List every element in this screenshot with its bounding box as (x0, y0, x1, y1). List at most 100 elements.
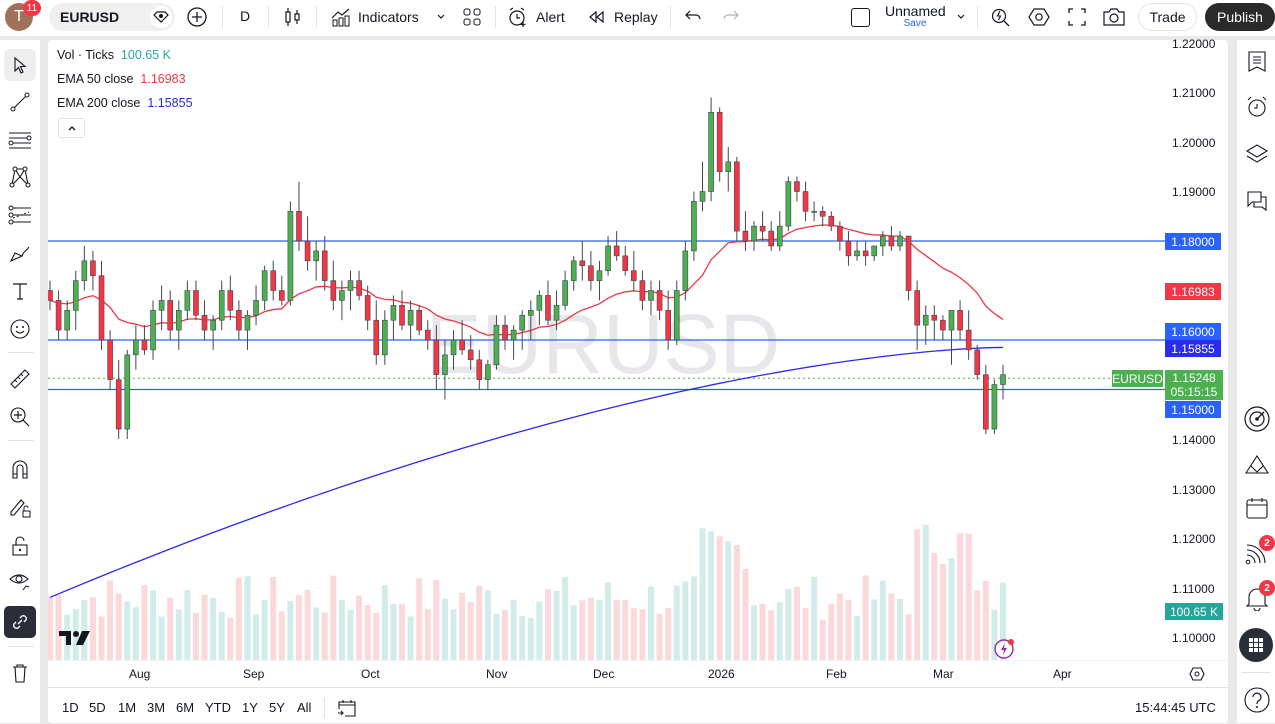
candle-body[interactable] (450, 339, 457, 356)
candle-body[interactable] (588, 265, 594, 281)
candle-body[interactable] (64, 309, 70, 331)
candle-body[interactable] (776, 225, 783, 247)
candle-body[interactable] (184, 290, 191, 311)
interval-button[interactable]: D (240, 8, 251, 24)
candle-body[interactable] (570, 260, 577, 281)
object-tree-layers-icon[interactable] (1241, 138, 1273, 170)
emoji-tool-icon[interactable] (4, 313, 36, 345)
candle-body[interactable] (914, 290, 920, 326)
horizontal-lines-tool-icon[interactable] (4, 124, 36, 156)
candle-body[interactable] (493, 324, 500, 366)
candle-body[interactable] (656, 290, 663, 311)
products-apps-grid-icon[interactable] (1239, 628, 1273, 662)
candle-body[interactable] (811, 211, 817, 213)
ema50-line[interactable] (49, 224, 1004, 336)
candle-body[interactable] (699, 191, 706, 202)
add-symbol-icon[interactable] (186, 6, 208, 33)
candle-body[interactable] (158, 300, 165, 311)
candle-body[interactable] (193, 290, 199, 316)
candle-body[interactable] (673, 290, 680, 341)
candle-body[interactable] (321, 250, 328, 281)
candle-body[interactable] (596, 270, 603, 281)
candle-body[interactable] (940, 319, 946, 331)
candle-body[interactable] (579, 260, 586, 267)
calendar-icon[interactable] (1241, 492, 1273, 524)
candle-body[interactable] (665, 309, 671, 341)
candle-body[interactable] (330, 280, 337, 301)
trend-line-tool-icon[interactable] (4, 86, 36, 118)
hline-label-1-16[interactable]: 1.16000 (1165, 323, 1221, 340)
candle-body[interactable] (236, 309, 242, 331)
news-feed-icon[interactable] (1241, 537, 1273, 569)
chevron-down-icon[interactable] (955, 9, 967, 27)
candle-body[interactable] (98, 275, 105, 341)
candle-body[interactable] (905, 235, 912, 291)
ema50-legend[interactable]: EMA 50 close 1.16983 (57, 72, 186, 86)
range-ytd-button[interactable]: YTD (205, 700, 231, 715)
ruler-measure-icon[interactable] (4, 363, 36, 395)
candle-body[interactable] (390, 305, 397, 321)
lock-drawings-icon[interactable] (4, 530, 36, 562)
candle-body[interactable] (467, 349, 474, 361)
candle-body[interactable] (150, 309, 156, 351)
pattern-tool-icon[interactable] (4, 161, 36, 193)
candle-body[interactable] (631, 270, 637, 281)
candle-body[interactable] (442, 354, 448, 375)
watchlist-icon[interactable] (1241, 46, 1273, 78)
price-chart-canvas[interactable]: EURUSD (48, 40, 1228, 660)
candle-body[interactable] (922, 314, 929, 326)
range-6m-button[interactable]: 6M (176, 700, 195, 715)
text-tool-icon[interactable] (4, 275, 36, 307)
symbol-search[interactable]: EURUSD (49, 3, 175, 31)
alerts-clock-icon[interactable] (1241, 91, 1273, 123)
candle-body[interactable] (897, 235, 903, 247)
candle-body[interactable] (339, 290, 345, 301)
settings-hexagon-icon[interactable] (1028, 6, 1050, 33)
range-all-button[interactable]: All (297, 700, 312, 715)
candle-body[interactable] (613, 245, 620, 257)
candle-body[interactable] (382, 319, 388, 356)
chevron-down-icon[interactable] (435, 9, 447, 27)
layout-name-button[interactable]: Unnamed Save (885, 3, 946, 29)
candle-body[interactable] (433, 339, 440, 375)
candle-body[interactable] (519, 314, 526, 331)
candle-body[interactable] (356, 280, 362, 296)
candle-body[interactable] (837, 225, 843, 242)
candle-body[interactable] (888, 235, 895, 247)
go-to-date-calendar-icon[interactable] (336, 697, 358, 724)
candle-body[interactable] (948, 309, 955, 331)
magnet-icon[interactable] (4, 453, 36, 485)
candle-body[interactable] (167, 300, 173, 331)
candle-body[interactable] (304, 240, 311, 262)
candle-body[interactable] (115, 379, 122, 430)
collapse-legend-button[interactable] (58, 118, 85, 138)
candle-body[interactable] (287, 211, 294, 301)
chat-icon[interactable] (1241, 185, 1273, 217)
candle-body[interactable] (716, 112, 723, 173)
camera-snapshot-icon[interactable] (1102, 6, 1126, 33)
candle-body[interactable] (682, 250, 689, 291)
chart-pane[interactable]: EURUSD Vol · Ticks 100.65 K EMA 50 close… (48, 37, 1228, 724)
trade-button[interactable]: Trade (1138, 3, 1197, 31)
candle-body[interactable] (244, 314, 251, 331)
candle-body[interactable] (261, 270, 268, 301)
hline-label-1-18[interactable]: 1.18000 (1165, 233, 1221, 250)
candle-body[interactable] (553, 305, 560, 321)
ema200-line[interactable] (49, 346, 1004, 598)
stay-in-drawing-mode-icon[interactable] (4, 491, 36, 523)
candle-body[interactable] (141, 339, 148, 351)
fib-retracement-tool-icon[interactable] (4, 199, 36, 231)
candle-body[interactable] (1000, 374, 1006, 385)
candle-body[interactable] (476, 359, 483, 380)
utc-clock[interactable]: 15:44:45 UTC (1135, 700, 1216, 715)
ema200-legend[interactable]: EMA 200 close 1.15855 (57, 96, 193, 110)
candle-body[interactable] (55, 300, 62, 331)
trash-icon[interactable] (4, 657, 36, 689)
candle-body[interactable] (124, 354, 131, 430)
candle-body[interactable] (751, 225, 757, 242)
candle-body[interactable] (708, 112, 714, 192)
candle-body[interactable] (347, 280, 354, 291)
candle-body[interactable] (218, 290, 225, 321)
candle-body[interactable] (253, 300, 259, 316)
candle-body[interactable] (734, 161, 740, 232)
